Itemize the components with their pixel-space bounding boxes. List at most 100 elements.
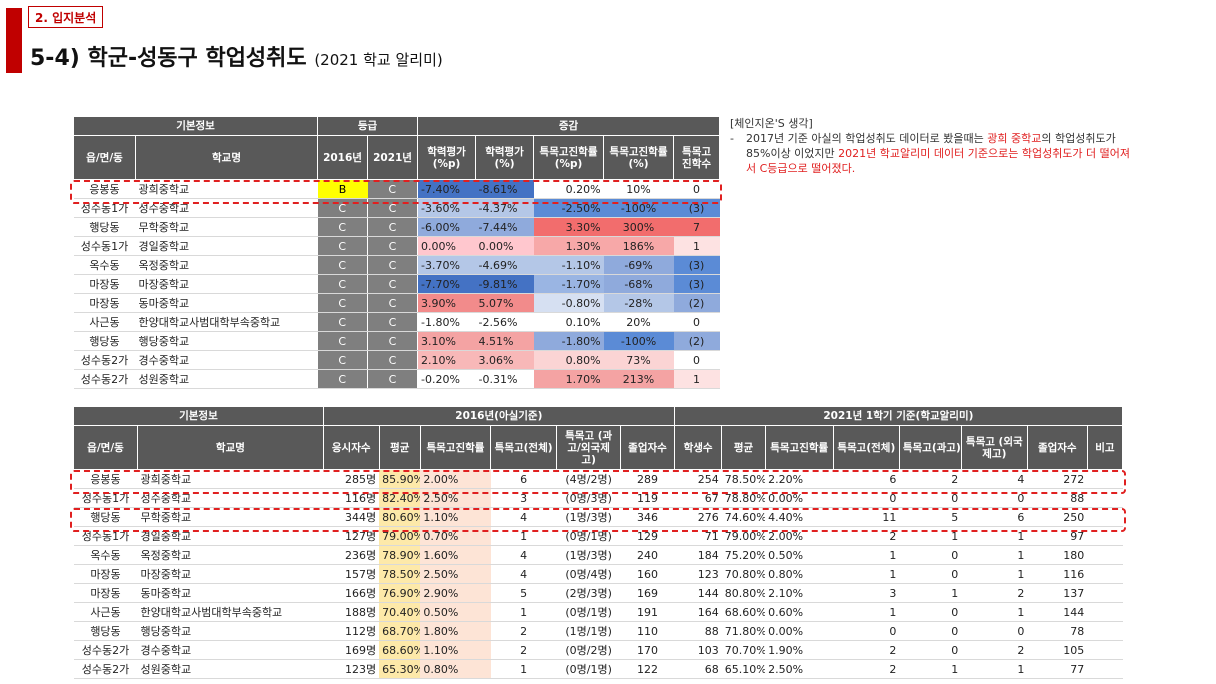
special-science-2021-cell: 0 bbox=[899, 545, 962, 565]
average-2021-cell: 70.80% bbox=[721, 564, 766, 584]
graduates-2016-cell: 240 bbox=[620, 545, 675, 565]
school-cell: 경수중학교 bbox=[137, 640, 324, 660]
note-cell bbox=[1087, 507, 1123, 527]
t2-h-students: 학생수 bbox=[673, 425, 723, 470]
t1-h-c2: 학력평가 (%) bbox=[475, 135, 535, 180]
region-cell: 성수동2가 bbox=[73, 659, 138, 679]
t1-row: 행당동 행당중학교 C C 3.10% 4.51% -1.80% -100% (2) bbox=[73, 331, 720, 351]
grade-2021-cell: C bbox=[367, 198, 419, 218]
graduates-2016-cell: 169 bbox=[620, 583, 675, 603]
special-count-change-cell: 7 bbox=[673, 217, 720, 237]
t2-row: 마장동 마장중학교 157명 78.50% 2.50% 4 (0명/4명) 160 123 70.… bbox=[73, 564, 1123, 584]
special-foreign-2021-cell: 0 bbox=[961, 488, 1028, 508]
graduates-2021-cell: 272 bbox=[1027, 469, 1088, 489]
special-rate-2021-cell: 1.90% bbox=[765, 640, 834, 660]
graduates-2016-cell: 191 bbox=[620, 602, 675, 622]
special-science-2021-cell: 1 bbox=[899, 526, 962, 546]
commentary-dash: - bbox=[730, 132, 734, 145]
school-cell: 무학중학교 bbox=[137, 507, 324, 527]
special-total-2016-cell: 4 bbox=[490, 545, 557, 565]
students-2021-cell: 88 bbox=[674, 621, 722, 641]
t2-row: 행당동 무학중학교 344명 80.60% 1.10% 4 (1명/3명) 346 276 74.… bbox=[73, 507, 1123, 527]
students-2021-cell: 184 bbox=[674, 545, 722, 565]
school-cell: 한양대학교사범대학부속중학교 bbox=[137, 602, 324, 622]
note-cell bbox=[1087, 602, 1123, 622]
region-cell: 행당동 bbox=[73, 507, 138, 527]
special-rate-2016-cell: 2.50% bbox=[420, 488, 491, 508]
graduates-2021-cell: 77 bbox=[1027, 659, 1088, 679]
grade-2021-cell: C bbox=[367, 236, 419, 256]
special-total-2021-cell: 0 bbox=[833, 488, 900, 508]
special-count-change-cell: 0 bbox=[673, 179, 720, 199]
special-total-2016-cell: 6 bbox=[490, 469, 557, 489]
average-2016-cell: 78.90% bbox=[379, 545, 421, 565]
t2-h-sci: 특목고 (과고/외국제 고) bbox=[556, 425, 622, 470]
special-total-2021-cell: 0 bbox=[833, 621, 900, 641]
score-change-pct-cell: -8.61% bbox=[475, 179, 534, 199]
students-2021-cell: 103 bbox=[674, 640, 722, 660]
special-rate-change-pct-cell: 10% bbox=[603, 179, 674, 199]
special-rate-2016-cell: 1.10% bbox=[420, 640, 491, 660]
region-cell: 마장동 bbox=[73, 583, 138, 603]
t1-row: 성수동2가 경수중학교 C C 2.10% 3.06% 0.80% 73% 0 bbox=[73, 350, 720, 370]
exam-takers-cell: 127명 bbox=[323, 526, 380, 546]
grade-2016-cell: C bbox=[317, 293, 369, 313]
graduates-2021-cell: 137 bbox=[1027, 583, 1088, 603]
special-breakdown-2016-cell: (0명/3명) bbox=[556, 488, 621, 508]
score-change-p-cell: -3.60% bbox=[417, 198, 476, 218]
special-total-2016-cell: 1 bbox=[490, 526, 557, 546]
score-change-pct-cell: -4.37% bbox=[475, 198, 534, 218]
t2-h-avg2: 평균 bbox=[721, 425, 766, 470]
score-change-pct-cell: -2.56% bbox=[475, 312, 534, 332]
t1-h-region: 읍/면/동 bbox=[73, 135, 136, 180]
exam-takers-cell: 112명 bbox=[323, 621, 380, 641]
page-title: 5-4) 학군-성동구 학업성취도 (2021 학교 알리미) bbox=[30, 40, 443, 72]
page-title-main: 5-4) 학군-성동구 학업성취도 bbox=[30, 46, 307, 71]
t2-row: 응봉동 광희중학교 285명 85.90% 2.00% 6 (4명/2명) 289 254 78.… bbox=[73, 469, 1123, 489]
special-rate-change-pct-cell: 213% bbox=[603, 369, 674, 389]
exam-takers-cell: 157명 bbox=[323, 564, 380, 584]
region-cell: 성수동1가 bbox=[73, 236, 136, 256]
special-rate-2021-cell: 0.60% bbox=[765, 602, 834, 622]
special-science-2021-cell: 0 bbox=[899, 602, 962, 622]
graduates-2021-cell: 144 bbox=[1027, 602, 1088, 622]
region-cell: 마장동 bbox=[73, 564, 138, 584]
special-total-2021-cell: 3 bbox=[833, 583, 900, 603]
note-cell bbox=[1087, 488, 1123, 508]
special-rate-2021-cell: 2.10% bbox=[765, 583, 834, 603]
special-total-2021-cell: 11 bbox=[833, 507, 900, 527]
school-cell: 경일중학교 bbox=[135, 236, 318, 256]
commentary: [체인지온'S 생각] - 2017년 기준 아실의 학업성취도 데이터로 봤을… bbox=[730, 116, 1140, 176]
average-2016-cell: 79.00% bbox=[379, 526, 421, 546]
special-science-2021-cell: 0 bbox=[899, 564, 962, 584]
special-breakdown-2016-cell: (0명/1명) bbox=[556, 602, 621, 622]
average-2021-cell: 78.80% bbox=[721, 488, 766, 508]
school-cell: 성원중학교 bbox=[137, 659, 324, 679]
special-rate-change-p-cell: 1.30% bbox=[533, 236, 604, 256]
students-2021-cell: 123 bbox=[674, 564, 722, 584]
graduates-2016-cell: 119 bbox=[620, 488, 675, 508]
average-2021-cell: 65.10% bbox=[721, 659, 766, 679]
score-change-pct-cell: 3.06% bbox=[475, 350, 534, 370]
special-total-2021-cell: 1 bbox=[833, 602, 900, 622]
school-cell: 성수중학교 bbox=[135, 198, 318, 218]
note-cell bbox=[1087, 469, 1123, 489]
average-2016-cell: 68.70% bbox=[379, 621, 421, 641]
average-2016-cell: 70.40% bbox=[379, 602, 421, 622]
special-rate-2016-cell: 1.60% bbox=[420, 545, 491, 565]
school-cell: 동마중학교 bbox=[135, 293, 318, 313]
special-rate-change-p-cell: 0.80% bbox=[533, 350, 604, 370]
score-change-p-cell: -7.40% bbox=[417, 179, 476, 199]
grade-2016-cell: C bbox=[317, 255, 369, 275]
students-2021-cell: 144 bbox=[674, 583, 722, 603]
special-rate-change-pct-cell: -68% bbox=[603, 274, 674, 294]
average-2016-cell: 78.50% bbox=[379, 564, 421, 584]
t1-h-2016: 2016년 bbox=[317, 135, 369, 180]
t2-group-2016: 2016년(아실기준) bbox=[322, 406, 675, 426]
score-change-p-cell: -7.70% bbox=[417, 274, 476, 294]
region-cell: 성수동2가 bbox=[73, 350, 136, 370]
t2-row: 행당동 행당중학교 112명 68.70% 1.80% 2 (1명/1명) 110 88 71.8… bbox=[73, 621, 1123, 641]
special-rate-2021-cell: 0.50% bbox=[765, 545, 834, 565]
special-foreign-2021-cell: 6 bbox=[961, 507, 1028, 527]
exam-takers-cell: 123명 bbox=[323, 659, 380, 679]
